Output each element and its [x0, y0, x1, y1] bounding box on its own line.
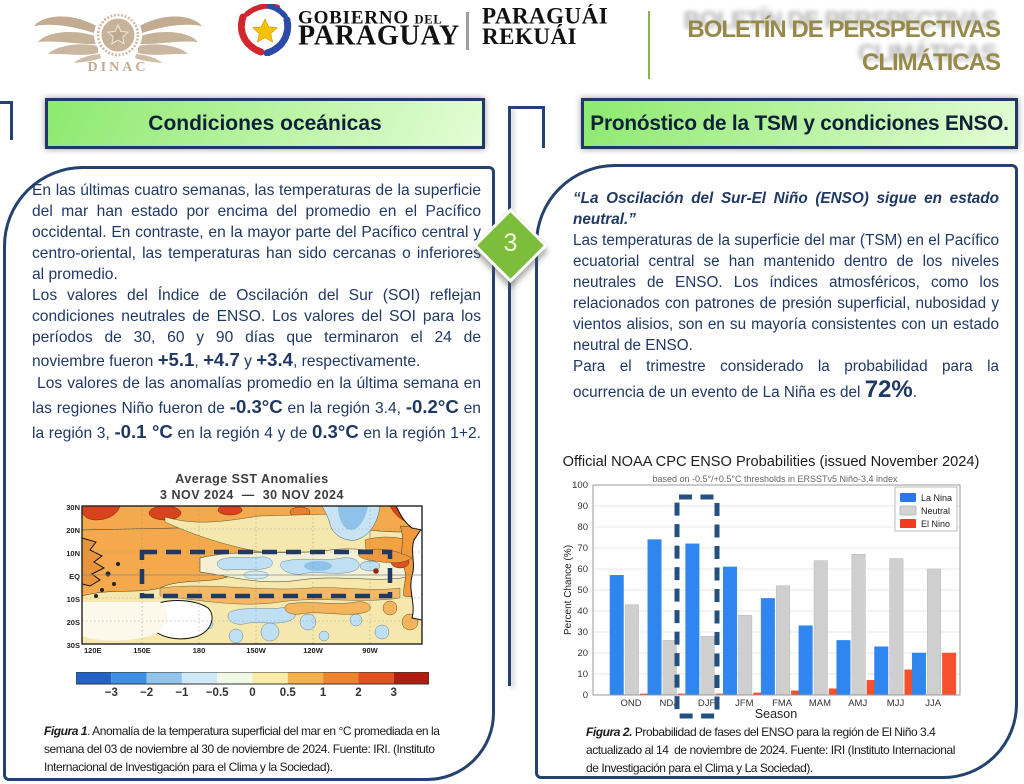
svg-text:90: 90 — [577, 501, 588, 512]
svg-text:REKUÁI: REKUÁI — [482, 24, 577, 49]
svg-text:NDJ: NDJ — [660, 698, 679, 709]
svg-text:FMA: FMA — [772, 698, 793, 709]
svg-text:40: 40 — [577, 606, 588, 617]
svg-text:80: 80 — [577, 522, 588, 533]
svg-text:Official NOAA CPC ENSO Probabi: Official NOAA CPC ENSO Probabilities (is… — [563, 454, 980, 470]
svg-text:0: 0 — [583, 690, 588, 701]
svg-text:Season: Season — [755, 707, 797, 720]
svg-text:180: 180 — [193, 646, 206, 655]
svg-text:−2: −2 — [140, 687, 153, 698]
svg-text:El Nino: El Nino — [921, 519, 950, 529]
svg-text:30N: 30N — [66, 503, 80, 512]
svg-text:JJA: JJA — [925, 698, 942, 709]
svg-text:150E: 150E — [133, 646, 151, 655]
svg-text:−1: −1 — [175, 687, 189, 698]
svg-text:−3: −3 — [105, 687, 118, 698]
svg-text:La Nina: La Nina — [921, 493, 952, 503]
svg-text:50: 50 — [577, 585, 588, 596]
svg-text:OND: OND — [620, 698, 641, 709]
svg-text:0: 0 — [249, 687, 255, 698]
svg-text:120E: 120E — [84, 646, 102, 655]
svg-text:70: 70 — [577, 543, 588, 554]
svg-text:60: 60 — [577, 564, 588, 575]
svg-text:30S: 30S — [67, 641, 80, 650]
svg-text:90W: 90W — [362, 646, 378, 655]
svg-text:150W: 150W — [246, 646, 267, 655]
svg-text:MAM: MAM — [809, 698, 831, 709]
svg-text:20S: 20S — [67, 618, 80, 627]
svg-text:PARAGUÁI: PARAGUÁI — [482, 4, 608, 29]
svg-text:0.5: 0.5 — [280, 687, 297, 698]
svg-text:10N: 10N — [66, 549, 80, 558]
svg-text:JFM: JFM — [735, 698, 754, 709]
svg-text:100: 100 — [572, 480, 588, 491]
svg-text:based on -0.5°/+0.5°C threshol: based on -0.5°/+0.5°C thresholds in ERSS… — [652, 474, 898, 484]
svg-text:10: 10 — [577, 669, 588, 680]
svg-text:30: 30 — [577, 627, 588, 638]
svg-text:MJJ: MJJ — [887, 698, 905, 709]
svg-text:2: 2 — [355, 687, 361, 698]
svg-text:−0.5: −0.5 — [206, 687, 229, 698]
svg-text:EQ: EQ — [69, 572, 80, 581]
svg-text:DINAC: DINAC — [88, 60, 149, 75]
svg-text:Percent Chance (%): Percent Chance (%) — [563, 545, 574, 635]
svg-text:120W: 120W — [303, 646, 324, 655]
svg-text:10S: 10S — [67, 595, 80, 604]
svg-text:GOBIERNO DEL: GOBIERNO DEL — [298, 8, 443, 29]
svg-text:1: 1 — [320, 687, 327, 698]
svg-text:20: 20 — [577, 648, 588, 659]
svg-text:3: 3 — [390, 687, 396, 698]
svg-text:PARAGUAY: PARAGUAY — [298, 21, 460, 52]
svg-text:AMJ: AMJ — [848, 698, 867, 709]
svg-text:Neutral: Neutral — [921, 506, 950, 516]
svg-text:20N: 20N — [66, 526, 80, 535]
svg-text:DJF: DJF — [698, 698, 716, 709]
